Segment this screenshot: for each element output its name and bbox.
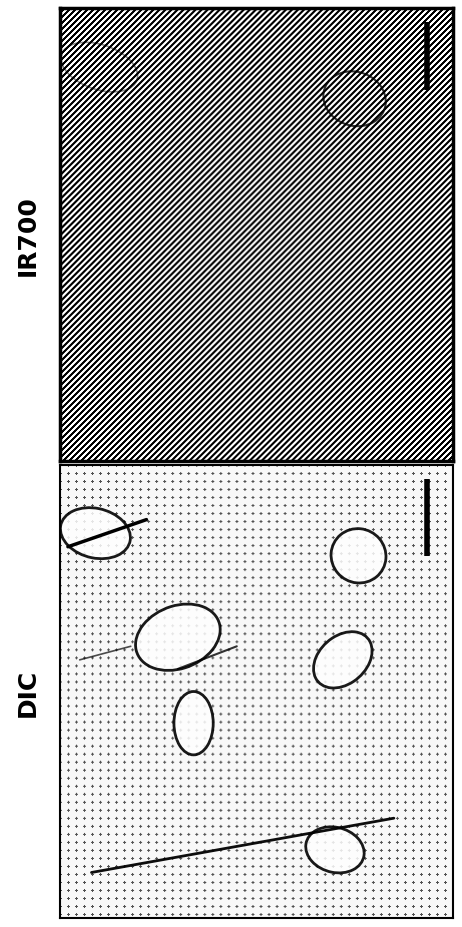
Text: DIC: DIC: [16, 667, 40, 716]
Ellipse shape: [306, 827, 364, 873]
Text: IR700: IR700: [16, 195, 40, 275]
Ellipse shape: [331, 529, 386, 583]
Ellipse shape: [314, 632, 372, 688]
Ellipse shape: [135, 604, 220, 671]
Ellipse shape: [61, 508, 130, 559]
Ellipse shape: [174, 692, 213, 755]
